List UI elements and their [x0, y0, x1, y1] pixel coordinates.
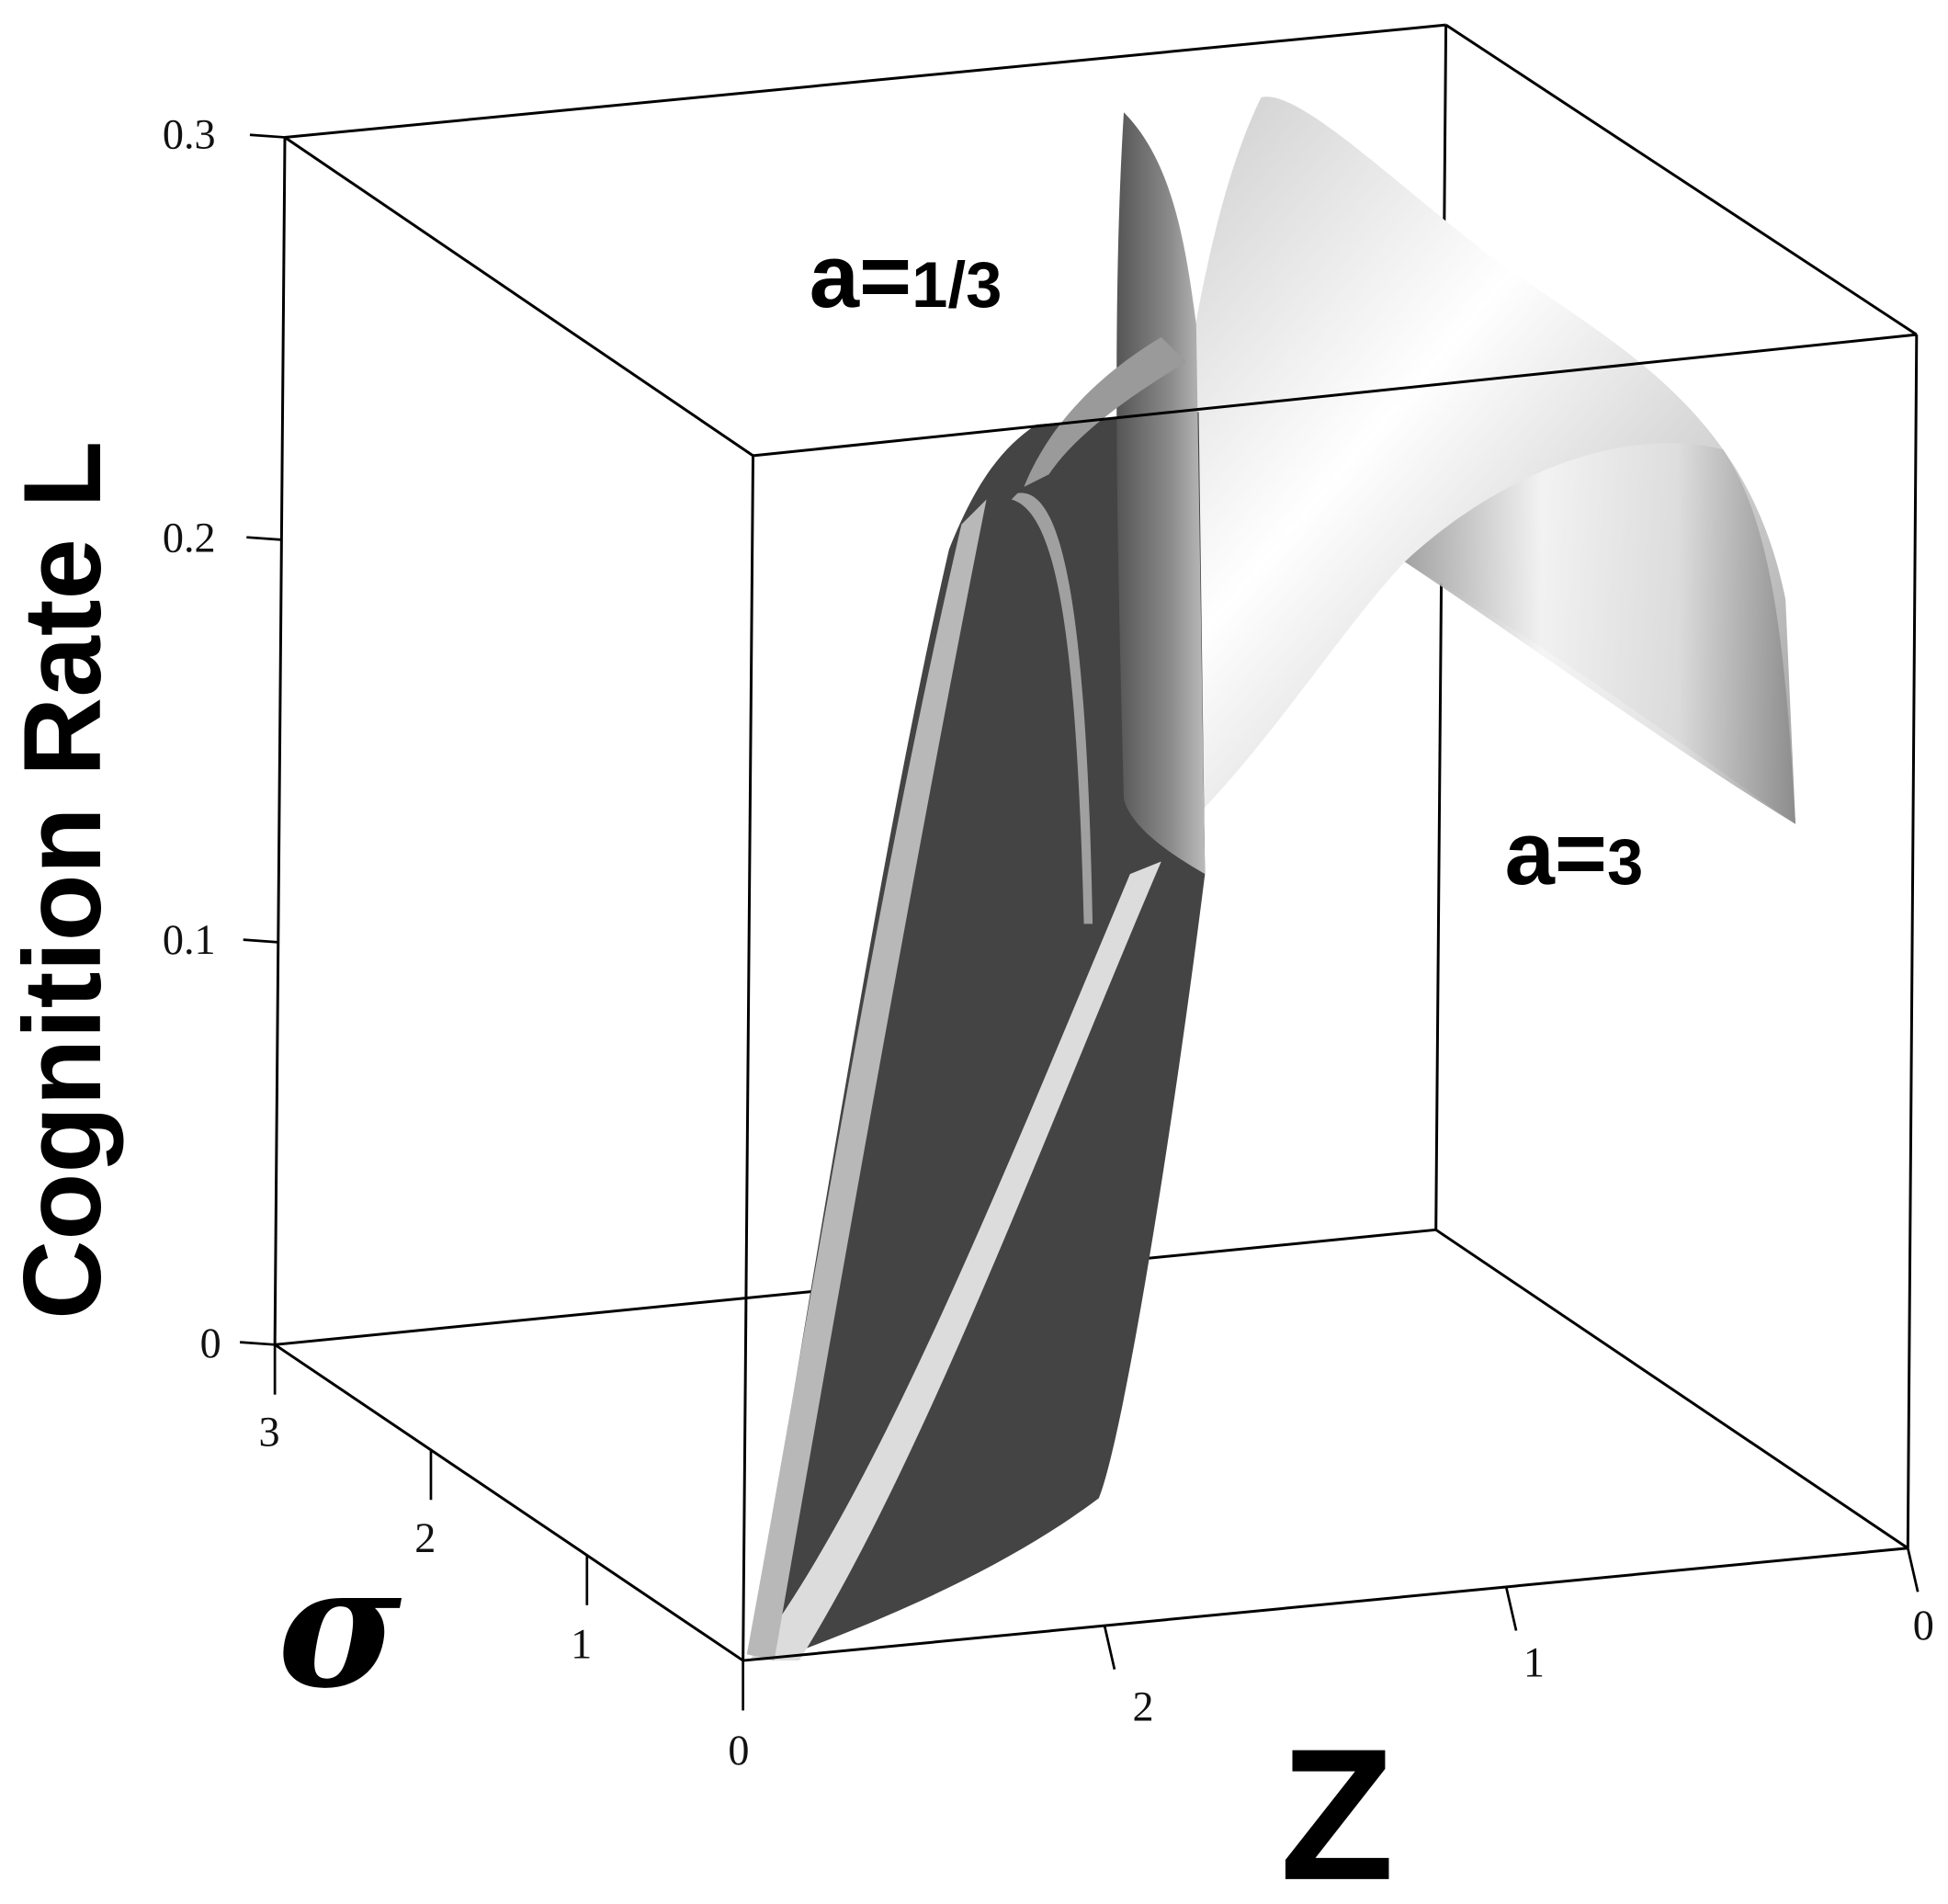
- z-tick-mark: [243, 938, 278, 944]
- z-tick-label: 0: [200, 1320, 221, 1366]
- box-edge: [1906, 334, 1919, 1548]
- z-tick-mark: [249, 133, 286, 139]
- box-edge: [753, 333, 1917, 458]
- surface-a1-3-dark: [749, 412, 1206, 1661]
- box-edge: [1434, 25, 1448, 1230]
- z-tick-label: 0.1: [163, 916, 216, 963]
- box-edge: [742, 455, 755, 1661]
- plot-box-front: [742, 333, 1919, 1662]
- sigma-tick-label: 3: [258, 1408, 279, 1455]
- sigma-tick-label: 2: [414, 1514, 436, 1561]
- x-tick-mark: [1504, 1586, 1518, 1631]
- z-tick-label: 0.2: [163, 515, 216, 561]
- box-edge: [742, 1547, 1908, 1662]
- x-axis-label: Z: [1280, 1711, 1395, 1904]
- surface-a3-diagonal-stripe: [749, 861, 1161, 1661]
- z-tick-mark: [246, 536, 282, 541]
- z-tick-mark: [239, 1341, 276, 1346]
- annotation-a-one-third: a=1/3: [810, 225, 1002, 326]
- x-tick-label: 2: [1133, 1683, 1154, 1729]
- box-edge: [1434, 1229, 1909, 1550]
- surface-a1-3-curl: [1024, 336, 1186, 487]
- z-axis-label: Cognition Rate L: [2, 441, 124, 1320]
- box-edge: [273, 137, 287, 1345]
- x-tick-label: 1: [1523, 1639, 1545, 1686]
- surface-left-edge-highlight: [746, 499, 987, 1661]
- sigma-tick-label: 1: [571, 1620, 592, 1667]
- box-edge: [284, 136, 754, 458]
- x-tick-mark: [1103, 1625, 1116, 1670]
- surface-a3-underside: [1404, 443, 1796, 824]
- sigma-tick-label: 0: [728, 1727, 749, 1774]
- x-tick-mark: [1906, 1547, 1920, 1592]
- box-edge: [274, 1343, 744, 1662]
- tick-marks: [239, 133, 1920, 1711]
- surface-a1-3-fin: [1116, 112, 1206, 875]
- sigma-axis-label: σ: [277, 1528, 402, 1726]
- x-tick-label: 0: [1913, 1602, 1934, 1649]
- surface-a1-3-inner-arc: [1011, 493, 1093, 924]
- box-edge: [284, 23, 1446, 139]
- z-tick-label: 0.3: [163, 111, 216, 158]
- annotation-a-three: a=3: [1504, 802, 1643, 903]
- box-edge: [1444, 23, 1918, 336]
- surfaces: [746, 96, 1796, 1661]
